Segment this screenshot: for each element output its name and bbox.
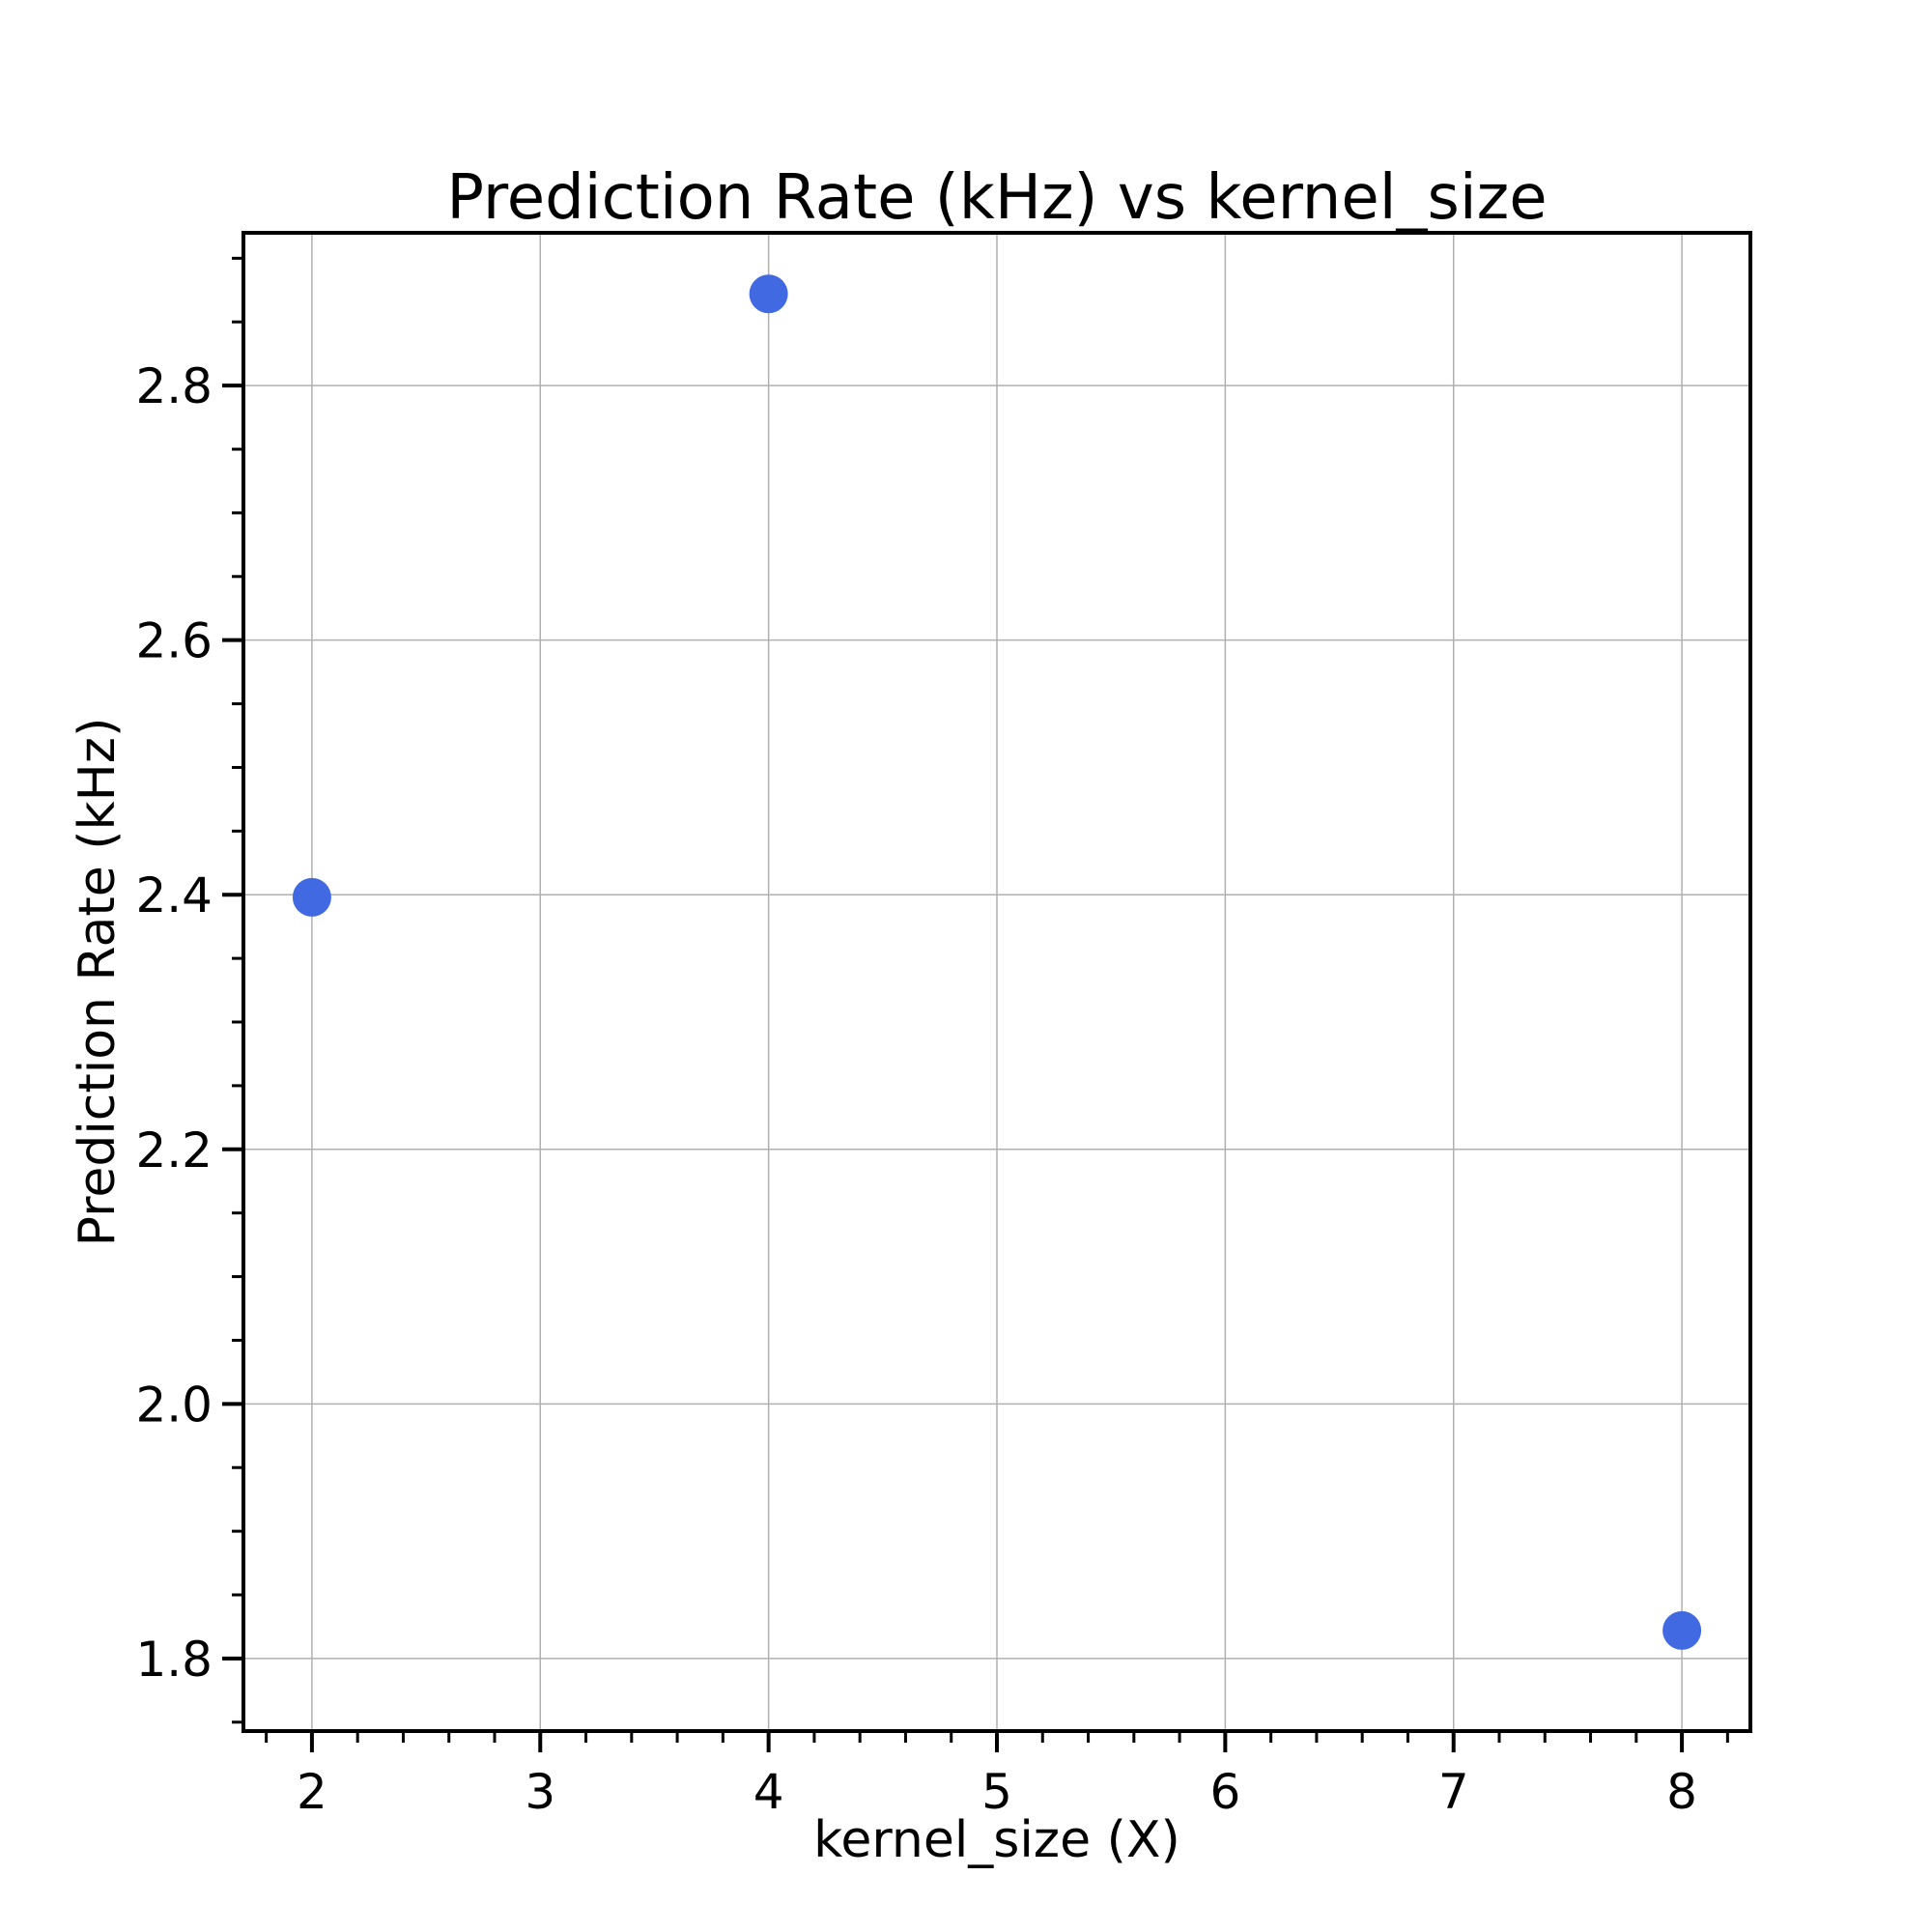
y-tick-label: 2.0 <box>135 1377 213 1433</box>
x-tick-label: 2 <box>297 1764 327 1820</box>
y-tick-label: 2.6 <box>135 613 213 669</box>
data-point <box>292 877 331 917</box>
x-tick-label: 8 <box>1666 1764 1697 1820</box>
ticks <box>222 256 1729 1752</box>
x-tick-label: 6 <box>1209 1764 1240 1820</box>
grid <box>243 233 1750 1731</box>
y-tick-label: 2.8 <box>135 358 213 414</box>
data-point <box>1662 1610 1702 1650</box>
y-tick-label: 1.8 <box>135 1632 213 1688</box>
tick-labels: 2 3 4 5 6 7 8 1.8 2.0 2.2 2.4 2.6 2.8 <box>135 358 1697 1820</box>
x-tick-label: 3 <box>525 1764 555 1820</box>
y-tick-label: 2.4 <box>135 867 213 923</box>
x-axis-label: kernel_size (X) <box>813 1811 1180 1869</box>
y-axis-label: Prediction Rate (kHz) <box>69 718 127 1247</box>
chart-title: Prediction Rate (kHz) vs kernel_size <box>446 162 1547 234</box>
x-tick-label: 4 <box>753 1764 784 1820</box>
x-tick-label: 7 <box>1438 1764 1469 1820</box>
y-tick-label: 2.2 <box>135 1122 213 1179</box>
data-points <box>292 274 1702 1650</box>
plot-frame <box>242 231 1752 1733</box>
x-tick-label: 5 <box>981 1764 1012 1820</box>
data-point <box>749 274 788 314</box>
